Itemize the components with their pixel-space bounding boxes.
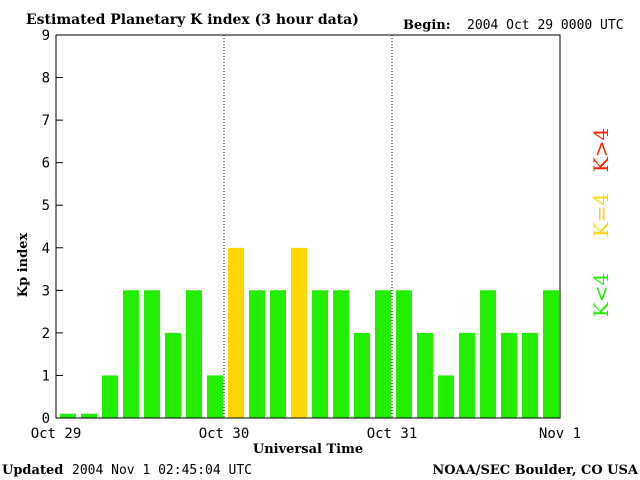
y-tick-label: 1 xyxy=(42,368,50,384)
kp-bar xyxy=(102,375,118,418)
kp-bar xyxy=(396,290,412,418)
kp-bar xyxy=(81,413,97,418)
kp-bar xyxy=(144,290,160,418)
legend-above-4: K>4 xyxy=(589,128,613,172)
begin-label: Begin: xyxy=(403,18,451,33)
kp-bar xyxy=(459,332,475,418)
y-axis-label: Kp index xyxy=(16,233,31,298)
updated-value: 2004 Nov 1 02:45:04 UTC xyxy=(72,463,252,478)
credit: NOAA/SEC Boulder, CO USA xyxy=(432,463,639,478)
kp-bar xyxy=(312,290,328,418)
kp-bar xyxy=(438,375,454,418)
y-tick-label: 3 xyxy=(42,283,50,299)
kp-bar xyxy=(333,290,349,418)
x-tick-label: Oct 29 xyxy=(31,426,82,442)
y-tick-label: 2 xyxy=(42,326,50,342)
kp-bar xyxy=(207,375,223,418)
chart-title: Estimated Planetary K index (3 hour data… xyxy=(26,12,359,28)
kp-bar xyxy=(543,290,559,418)
kp-bar xyxy=(228,247,244,418)
y-ticks: 0 1 2 3 4 5 6 7 8 9 xyxy=(42,28,63,427)
begin-value: 2004 Oct 29 0000 UTC xyxy=(467,18,624,33)
y-tick-label: 6 xyxy=(42,156,50,172)
y-tick-label: 4 xyxy=(42,241,50,257)
plot-frame xyxy=(55,34,561,419)
day-dividers xyxy=(223,35,393,418)
updated-label: Updated xyxy=(2,463,63,478)
kp-bar xyxy=(249,290,265,418)
x-tick-label: Nov 1 xyxy=(539,426,581,442)
kp-bar xyxy=(480,290,496,418)
y-tick-label: 5 xyxy=(42,198,50,214)
legend-below-4: K<4 xyxy=(589,273,613,317)
y-tick-label: 9 xyxy=(42,28,50,44)
kp-bar xyxy=(291,247,307,418)
kp-bar xyxy=(186,290,202,418)
kp-bar xyxy=(522,332,538,418)
kp-bar xyxy=(417,332,433,418)
kp-bar xyxy=(165,332,181,418)
legend-equal-4: K=4 xyxy=(589,193,613,237)
x-tick-label: Oct 31 xyxy=(367,426,418,442)
x-tick-label: Oct 30 xyxy=(199,426,250,442)
y-tick-label: 0 xyxy=(42,411,50,427)
kp-bar xyxy=(501,332,517,418)
y-tick-label: 7 xyxy=(42,113,50,129)
kp-bar xyxy=(60,413,76,418)
kp-bar xyxy=(375,290,391,418)
x-axis-label: Universal Time xyxy=(253,442,363,457)
kp-bar xyxy=(270,290,286,418)
kp-bar xyxy=(123,290,139,418)
x-ticks: Oct 29 Oct 30 Oct 31 Nov 1 xyxy=(31,426,581,442)
kp-bar xyxy=(354,332,370,418)
bars-layer xyxy=(60,247,559,418)
y-tick-label: 8 xyxy=(42,71,50,87)
